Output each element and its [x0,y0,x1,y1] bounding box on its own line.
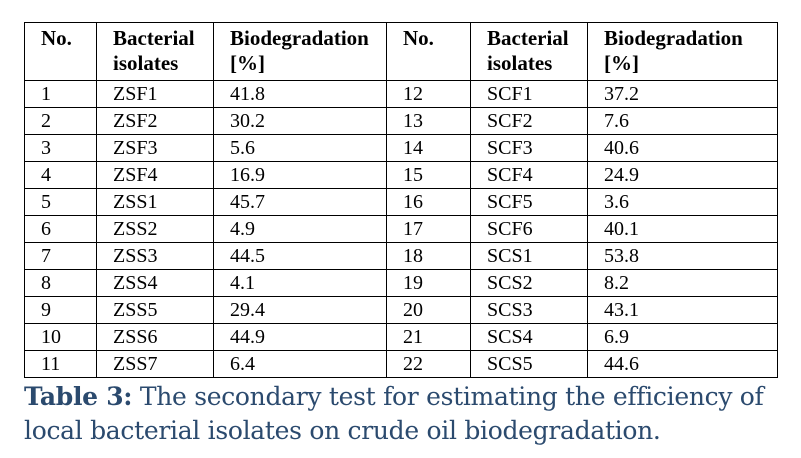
table-header-row: No. Bacterial isolates Biodegradation [%… [24,22,778,81]
table-cell: SCF5 [470,188,588,216]
table-cell: 24.9 [587,161,778,189]
table-cell: SCF3 [470,134,588,162]
table-cell: SCF1 [470,80,588,108]
table-row: 2 ZSF2 30.2 13 SCF2 7.6 [24,107,778,135]
header-bacterial-isolates: Bacterial isolates [470,22,588,81]
table-cell: 40.1 [587,215,778,243]
table-cell: 8 [24,269,97,297]
table-cell: 6.4 [213,350,387,378]
caption-label: Table 3: [24,382,133,411]
table-row: 10 ZSS6 44.9 21 SCS4 6.9 [24,323,778,351]
table-row: 8 ZSS4 4.1 19 SCS2 8.2 [24,269,778,297]
table-cell: 13 [386,107,471,135]
table-cell: 20 [386,296,471,324]
table-cell: SCS2 [470,269,588,297]
table-cell: 44.9 [213,323,387,351]
table-cell: SCF2 [470,107,588,135]
table-cell: 29.4 [213,296,387,324]
table-cell: SCF4 [470,161,588,189]
table-cell: ZSS6 [96,323,214,351]
table-cell: 53.8 [587,242,778,270]
table-cell: 22 [386,350,471,378]
table-cell: 9 [24,296,97,324]
header-bacterial-isolates: Bacterial isolates [96,22,214,81]
caption-text: The secondary test for estimating the ef… [24,382,764,445]
header-biodegradation: Biodegradation [%] [587,22,778,81]
header-no: No. [24,22,97,81]
table-cell: 12 [386,80,471,108]
table-cell: ZSS3 [96,242,214,270]
table-row: 11 ZSS7 6.4 22 SCS5 44.6 [24,350,778,378]
table-cell: 8.2 [587,269,778,297]
table-cell: 44.5 [213,242,387,270]
table-cell: 15 [386,161,471,189]
table-cell: ZSS5 [96,296,214,324]
table-cell: 43.1 [587,296,778,324]
table-cell: 45.7 [213,188,387,216]
biodegradation-table: No. Bacterial isolates Biodegradation [%… [24,22,778,378]
table-cell: 6 [24,215,97,243]
table-cell: SCS4 [470,323,588,351]
header-biodegradation: Biodegradation [%] [213,22,387,81]
table-cell: ZSS2 [96,215,214,243]
table-cell: 16 [386,188,471,216]
table-cell: 40.6 [587,134,778,162]
table-cell: 4.9 [213,215,387,243]
table-cell: 21 [386,323,471,351]
table-row: 4 ZSF4 16.9 15 SCF4 24.9 [24,161,778,189]
table-body: 1 ZSF1 41.8 12 SCF1 37.2 2 ZSF2 30.2 13 SCF2 7.6 3 ZS… [24,80,778,378]
table-cell: ZSS4 [96,269,214,297]
table-cell: 16.9 [213,161,387,189]
table-row: 3 ZSF3 5.6 14 SCF3 40.6 [24,134,778,162]
table-cell: SCS1 [470,242,588,270]
table-cell: 6.9 [587,323,778,351]
table-cell: SCS3 [470,296,588,324]
table-row: 7 ZSS3 44.5 18 SCS1 53.8 [24,242,778,270]
table-cell: SCF6 [470,215,588,243]
table-cell: 3 [24,134,97,162]
table-cell: 18 [386,242,471,270]
table-cell: ZSF2 [96,107,214,135]
table-cell: 5 [24,188,97,216]
table-cell: 37.2 [587,80,778,108]
table-cell: 19 [386,269,471,297]
table-cell: 3.6 [587,188,778,216]
table-cell: ZSF1 [96,80,214,108]
table-cell: 7 [24,242,97,270]
table-cell: 5.6 [213,134,387,162]
table-cell: SCS5 [470,350,588,378]
table-row: 6 ZSS2 4.9 17 SCF6 40.1 [24,215,778,243]
table-cell: 2 [24,107,97,135]
table-cell: ZSF4 [96,161,214,189]
table-cell: ZSF3 [96,134,214,162]
table-row: 9 ZSS5 29.4 20 SCS3 43.1 [24,296,778,324]
table-cell: 44.6 [587,350,778,378]
table-cell: 30.2 [213,107,387,135]
table-cell: 11 [24,350,97,378]
table-row: 1 ZSF1 41.8 12 SCF1 37.2 [24,80,778,108]
table-cell: 4.1 [213,269,387,297]
table-cell: 7.6 [587,107,778,135]
table-cell: 10 [24,323,97,351]
table-caption: Table 3: The secondary test for estimati… [24,380,777,448]
table-cell: 1 [24,80,97,108]
table-cell: 17 [386,215,471,243]
header-no: No. [386,22,471,81]
table-cell: 14 [386,134,471,162]
table-cell: ZSS1 [96,188,214,216]
table-row: 5 ZSS1 45.7 16 SCF5 3.6 [24,188,778,216]
table-cell: 41.8 [213,80,387,108]
table-cell: 4 [24,161,97,189]
table-container: No. Bacterial isolates Biodegradation [%… [24,22,778,448]
table-cell: ZSS7 [96,350,214,378]
